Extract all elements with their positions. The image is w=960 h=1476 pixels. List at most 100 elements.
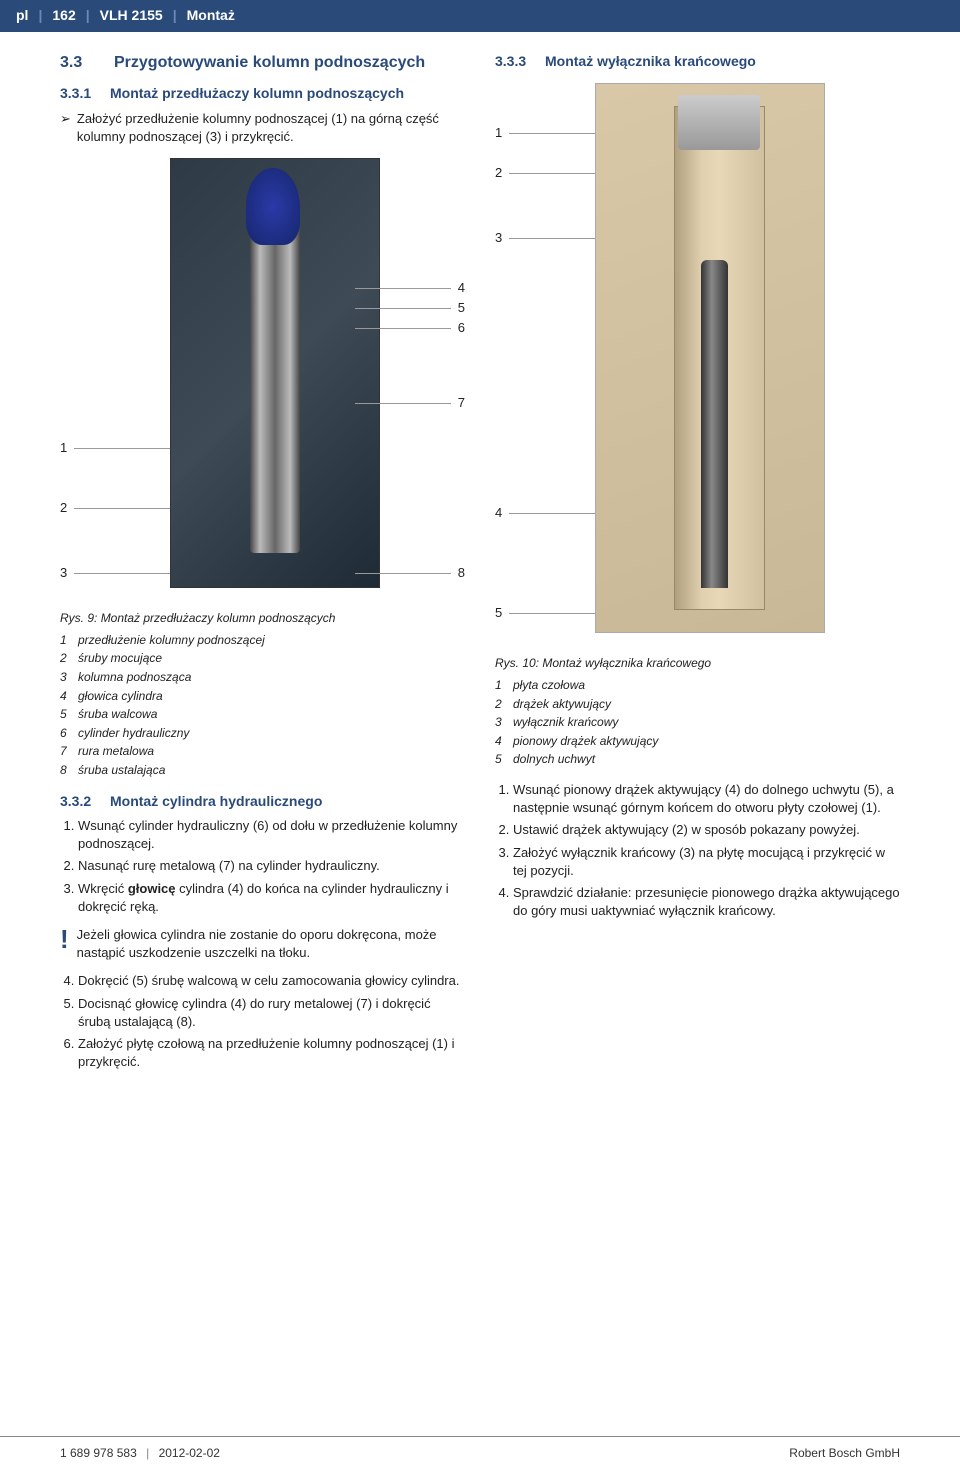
- legend-row: 1 płyta czołowa: [495, 676, 900, 695]
- callout-label: 1: [60, 439, 67, 457]
- footer-docnum: 1 689 978 583: [60, 1446, 137, 1460]
- callout-label: 8: [458, 564, 465, 582]
- caption-text: Montaż wyłącznika krańcowego: [542, 656, 711, 670]
- callout-label: 3: [60, 564, 67, 582]
- subsection-heading: 3.3.2 Montaż cylindra hydraulicznego: [60, 792, 465, 812]
- callout-label: 5: [458, 299, 465, 317]
- legend-row: 2 śruby mocujące: [60, 649, 465, 668]
- figure-9-caption: Rys. 9: Montaż przedłużaczy kolumn podno…: [60, 610, 465, 627]
- callout-label: 1: [495, 124, 502, 142]
- legend-text: wyłącznik krańcowy: [513, 713, 618, 732]
- step-item: Nasunąć rurę metalową (7) na cylinder hy…: [78, 857, 465, 875]
- footer-sep: |: [146, 1446, 149, 1460]
- figure-10-image: [595, 83, 825, 633]
- warning-text: Jeżeli głowica cylindra nie zostanie do …: [77, 926, 465, 962]
- figure-9-image: [170, 158, 380, 588]
- legend-number: 8: [60, 761, 72, 780]
- section-title: Przygotowywanie kolumn podnoszących: [114, 52, 425, 74]
- legend-row: 8 śruba ustalająca: [60, 761, 465, 780]
- subsection-number: 3.3.3: [495, 52, 531, 72]
- figure-10-caption: Rys. 10: Montaż wyłącznika krańcowego: [495, 655, 900, 672]
- callout-label: 4: [458, 279, 465, 297]
- bullet-text: Założyć przedłużenie kolumny podnoszącej…: [77, 110, 465, 146]
- page-header: pl | 162 | VLH 2155 | Montaż: [0, 0, 960, 32]
- figure-10: 1 2 3 4 5: [495, 83, 900, 643]
- header-lang: pl: [16, 6, 28, 26]
- header-sep: |: [173, 6, 177, 26]
- legend-row: 4 pionowy drążek aktywujący: [495, 732, 900, 751]
- legend-text: śruby mocujące: [78, 649, 162, 668]
- section-heading: 3.3 Przygotowywanie kolumn podnoszących: [60, 52, 465, 74]
- legend-row: 6 cylinder hydrauliczny: [60, 724, 465, 743]
- legend-row: 1przedłużenie kolumny podnoszącej: [60, 631, 465, 650]
- header-model: VLH 2155: [100, 6, 163, 26]
- step-item: Ustawić drążek aktywujący (2) w sposób p…: [513, 821, 900, 839]
- legend-text: śruba ustalająca: [78, 761, 165, 780]
- legend-text: rura metalowa: [78, 742, 154, 761]
- header-sep: |: [38, 6, 42, 26]
- legend-number: 2: [495, 695, 507, 714]
- steps-list-a: Wsunąć cylinder hydrauliczny (6) od dołu…: [60, 817, 465, 916]
- step-item: Założyć płytę czołową na przedłużenie ko…: [78, 1035, 465, 1071]
- legend-number: 4: [60, 687, 72, 706]
- footer-company: Robert Bosch GmbH: [789, 1445, 900, 1462]
- header-page: 162: [52, 6, 75, 26]
- legend-row: 7 rura metalowa: [60, 742, 465, 761]
- legend-text: śruba walcowa: [78, 705, 157, 724]
- legend-text: pionowy drążek aktywujący: [513, 732, 658, 751]
- steps-list-right: Wsunąć pionowy drążek aktywujący (4) do …: [495, 781, 900, 920]
- step-item: Docisnąć głowicę cylindra (4) do rury me…: [78, 995, 465, 1031]
- legend-number: 3: [495, 713, 507, 732]
- subsection-title: Montaż przedłużaczy kolumn podnoszących: [110, 84, 404, 104]
- subsection-number: 3.3.1: [60, 84, 96, 104]
- figure-10-legend: 1 płyta czołowa2drążek aktywujący3 wyłączn…: [495, 676, 900, 769]
- step-item: Wsunąć cylinder hydrauliczny (6) od dołu…: [78, 817, 465, 853]
- step-item: Wsunąć pionowy drążek aktywujący (4) do …: [513, 781, 900, 817]
- legend-number: 1: [60, 631, 72, 650]
- callout-label: 7: [458, 394, 465, 412]
- subsection-title: Montaż wyłącznika krańcowego: [545, 52, 756, 72]
- callout-label: 3: [495, 229, 502, 247]
- header-section: Montaż: [187, 6, 235, 26]
- legend-number: 5: [60, 705, 72, 724]
- subsection-heading: 3.3.1 Montaż przedłużaczy kolumn podnosz…: [60, 84, 465, 104]
- instruction-bullet: ➢ Założyć przedłużenie kolumny podnosząc…: [60, 110, 465, 146]
- legend-row: 3 kolumna podnosząca: [60, 668, 465, 687]
- subsection-title: Montaż cylindra hydraulicznego: [110, 792, 322, 812]
- bullet-marker: ➢: [60, 110, 71, 146]
- legend-text: kolumna podnosząca: [78, 668, 191, 687]
- footer-date: 2012-02-02: [159, 1446, 220, 1460]
- callout-label: 6: [458, 319, 465, 337]
- legend-row: 2drążek aktywujący: [495, 695, 900, 714]
- section-number: 3.3: [60, 52, 96, 74]
- warning-note: ! Jeżeli głowica cylindra nie zostanie d…: [60, 926, 465, 962]
- legend-text: płyta czołowa: [513, 676, 585, 695]
- step-item: Założyć wyłącznik krańcowy (3) na płytę …: [513, 844, 900, 880]
- step-item: Dokręcić (5) śrubę walcową w celu zamoco…: [78, 972, 465, 990]
- legend-text: cylinder hydrauliczny: [78, 724, 189, 743]
- legend-number: 3: [60, 668, 72, 687]
- caption-text: Montaż przedłużaczy kolumn podnoszących: [101, 611, 336, 625]
- callout-label: 5: [495, 604, 502, 622]
- legend-row: 5 śruba walcowa: [60, 705, 465, 724]
- callout-label: 4: [495, 504, 502, 522]
- left-column: 3.3 Przygotowywanie kolumn podnoszących …: [60, 52, 465, 1078]
- figure-9-legend: 1przedłużenie kolumny podnoszącej2 śruby …: [60, 631, 465, 780]
- legend-text: dolnych uchwyt: [513, 750, 595, 769]
- legend-number: 6: [60, 724, 72, 743]
- legend-number: 7: [60, 742, 72, 761]
- callout-label: 2: [60, 499, 67, 517]
- legend-number: 2: [60, 649, 72, 668]
- caption-label: Rys. 9:: [60, 611, 97, 625]
- figure-9: 1 2 3 4 5 6 7 8: [60, 158, 465, 598]
- warning-icon: !: [60, 926, 69, 962]
- legend-number: 5: [495, 750, 507, 769]
- step-item: Wkręcić głowicę cylindra (4) do końca na…: [78, 880, 465, 916]
- caption-label: Rys. 10:: [495, 656, 539, 670]
- legend-row: 4 głowica cylindra: [60, 687, 465, 706]
- legend-number: 4: [495, 732, 507, 751]
- step-item: Sprawdzić działanie: przesunięcie pionow…: [513, 884, 900, 920]
- legend-row: 5 dolnych uchwyt: [495, 750, 900, 769]
- legend-text: głowica cylindra: [78, 687, 163, 706]
- legend-number: 1: [495, 676, 507, 695]
